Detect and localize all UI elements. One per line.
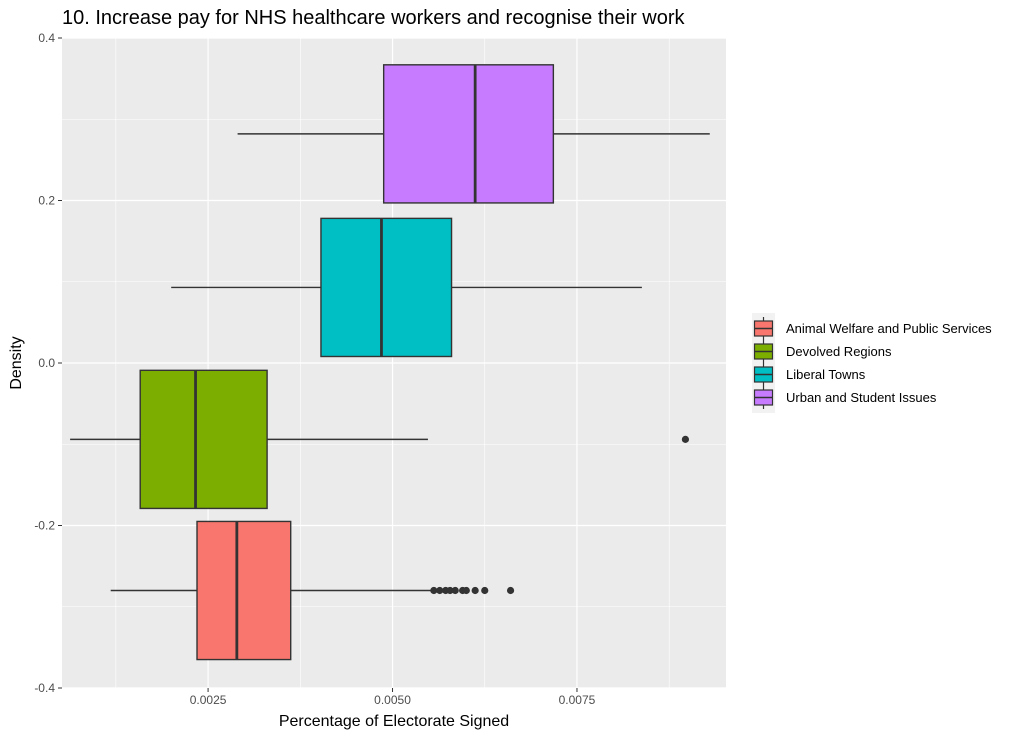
x-tick-label: 0.0025 (190, 693, 227, 707)
legend: Animal Welfare and Public Services Devolv… (752, 313, 992, 413)
legend-label: Urban and Student Issues (786, 390, 937, 405)
outlier-point (471, 586, 479, 595)
outlier-point (451, 586, 459, 595)
box-group (237, 64, 710, 204)
chart-title: 10. Increase pay for NHS healthcare work… (62, 7, 686, 29)
box (320, 217, 453, 358)
outlier-point (681, 435, 690, 443)
y-axis-title: Density (8, 336, 25, 389)
box-group (171, 217, 642, 358)
outlier-point (462, 586, 470, 595)
box (196, 520, 292, 661)
y-tick-label: -0.4 (34, 681, 55, 695)
outlier-point (430, 586, 438, 595)
outlier-point (446, 586, 454, 595)
outlier-point (481, 586, 489, 595)
y-tick-label: 0.0 (38, 356, 55, 370)
y-axis: -0.4 -0.2 0.0 0.2 0.4 (34, 31, 62, 695)
legend-label: Devolved Regions (786, 344, 892, 359)
box (382, 64, 555, 204)
y-tick-label: -0.2 (34, 519, 55, 533)
x-tick-label: 0.0050 (374, 693, 411, 707)
outlier-point (506, 586, 515, 595)
boxes (70, 64, 710, 661)
y-tick-label: 0.2 (38, 194, 55, 208)
y-tick-label: 0.4 (38, 31, 55, 45)
box (139, 369, 268, 510)
legend-label: Liberal Towns (786, 367, 866, 382)
x-axis: 0.0025 0.0050 0.0075 (190, 688, 596, 707)
box-group (110, 520, 515, 661)
outlier-point (436, 586, 444, 595)
box-group (70, 369, 690, 510)
legend-label: Animal Welfare and Public Services (786, 321, 992, 336)
x-tick-label: 0.0075 (559, 693, 596, 707)
x-axis-title: Percentage of Electorate Signed (279, 713, 509, 730)
